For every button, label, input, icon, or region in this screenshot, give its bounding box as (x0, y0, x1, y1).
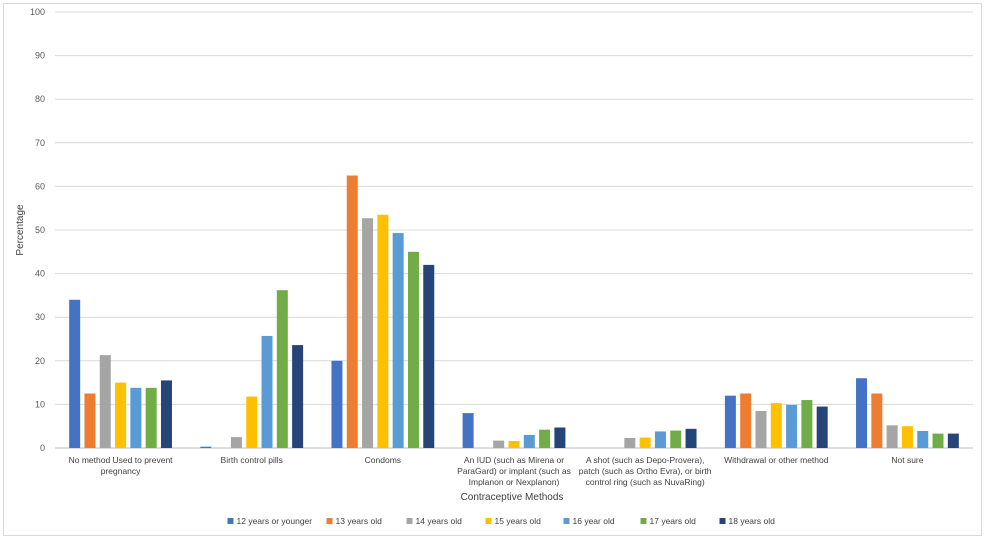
bar (508, 441, 520, 448)
legend-swatch (326, 518, 333, 524)
legend: 12 years or younger 13 years old 14 years … (227, 516, 776, 526)
legend-swatch (485, 518, 492, 524)
y-tick-label: 70 (35, 138, 45, 148)
bar (917, 430, 929, 448)
y-tick-label: 80 (35, 94, 45, 104)
legend-entry: 16 year old (573, 516, 615, 526)
x-category-label: Condoms (365, 455, 401, 465)
bar (523, 434, 535, 448)
legend-entry: 18 years old (729, 516, 776, 526)
y-tick-label: 10 (35, 399, 45, 409)
y-tick-label: 40 (35, 269, 45, 279)
bar (230, 437, 242, 448)
bar (346, 175, 358, 448)
legend-entry: 13 years old (336, 516, 383, 526)
bar (947, 433, 959, 448)
legend-swatch (640, 518, 647, 524)
legend-swatch (563, 518, 570, 524)
bar (932, 433, 944, 448)
legend-swatch (719, 518, 726, 524)
bar (84, 393, 96, 448)
x-category-label: control ring (such as NuvaRing) (586, 477, 705, 487)
y-axis-ticks: 0 10 20 30 40 50 60 70 80 90 100 (30, 7, 45, 453)
bar (362, 218, 374, 448)
bar (69, 299, 81, 448)
x-category-label: No method Used to prevent (69, 455, 174, 465)
x-axis-title: Contraceptive Methods (461, 492, 564, 503)
bar (871, 393, 883, 448)
bar (639, 437, 651, 448)
y-tick-label: 60 (35, 181, 45, 191)
bar (261, 335, 273, 448)
bar (377, 214, 389, 448)
bar (462, 413, 474, 448)
x-category-label: ParaGard) or implant (such as (457, 466, 571, 476)
legend-entry: 17 years old (650, 516, 697, 526)
bar (770, 403, 782, 448)
bar (670, 430, 682, 448)
y-tick-label: 0 (40, 443, 45, 453)
bar (539, 429, 551, 448)
x-category-label: Birth control pills (221, 455, 283, 465)
bar (276, 290, 288, 448)
legend-entry: 12 years or younger (237, 516, 313, 526)
x-category-label: pregnancy (101, 466, 141, 476)
bar (331, 360, 343, 448)
bar (786, 404, 798, 448)
bar (554, 427, 566, 448)
bar (493, 440, 505, 448)
y-tick-label: 90 (35, 51, 45, 61)
bar (200, 446, 212, 448)
x-category-label: Withdrawal or other method (724, 455, 829, 465)
bar (901, 426, 913, 448)
y-tick-label: 20 (35, 356, 45, 366)
bar (724, 395, 736, 448)
y-tick-label: 50 (35, 225, 45, 235)
bar (246, 396, 258, 448)
bar (292, 345, 304, 448)
bar (145, 387, 157, 448)
bar (99, 355, 111, 448)
x-category-label: An IUD (such as Mirena or (464, 455, 564, 465)
bar (886, 425, 898, 448)
bar (755, 410, 767, 448)
bar (740, 393, 752, 448)
bar (407, 251, 419, 448)
bar (423, 264, 435, 448)
x-category-label: Implanon or Nexplanon) (469, 477, 560, 487)
legend-swatch (406, 518, 413, 524)
y-axis-title: Percentage (15, 204, 26, 256)
bar (115, 382, 127, 448)
bar (160, 380, 172, 448)
bar (624, 437, 636, 448)
y-tick-label: 100 (30, 7, 45, 17)
bar (801, 400, 813, 448)
bar (685, 428, 697, 448)
bar (856, 378, 868, 448)
y-tick-label: 30 (35, 312, 45, 322)
legend-swatch (227, 518, 234, 524)
bars (69, 175, 959, 448)
x-category-label: A shot (such as Depo-Provera), (586, 455, 705, 465)
bar (654, 431, 666, 448)
x-category-label: patch (such as Ortho Evra), or birth (579, 466, 712, 476)
bar (816, 406, 828, 448)
gridlines (55, 11, 973, 449)
legend-entry: 14 years old (416, 516, 463, 526)
legend-entry: 15 years old (495, 516, 542, 526)
x-category-label: Not sure (891, 455, 923, 465)
bar (130, 387, 142, 448)
bar (392, 233, 404, 448)
